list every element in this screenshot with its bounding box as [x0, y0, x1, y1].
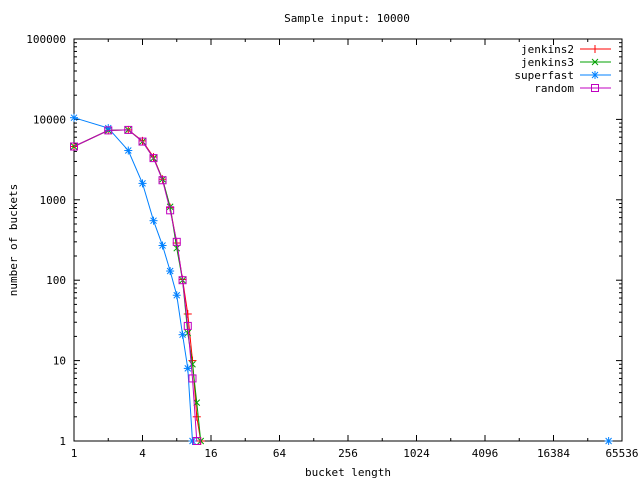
superfast-point	[188, 437, 197, 445]
random-point	[178, 276, 187, 285]
superfast-point	[149, 216, 158, 225]
series-jenkins2	[70, 125, 205, 445]
y-tick-label: 100000	[26, 33, 66, 46]
chart-title: Sample input: 10000	[284, 12, 410, 25]
x-tick-label: 65536	[605, 447, 638, 460]
random-point	[172, 237, 181, 246]
x-tick-label: 4096	[472, 447, 499, 460]
y-axis-label: number of buckets	[7, 184, 20, 297]
y-tick-label: 10	[53, 355, 66, 368]
superfast-point	[158, 241, 167, 250]
legend-label: superfast	[514, 69, 574, 82]
jenkins2-point	[183, 309, 192, 318]
random-point	[183, 321, 192, 330]
legend-marker	[591, 58, 599, 66]
y-tick-label: 100	[46, 274, 66, 287]
x-tick-label: 64	[273, 447, 287, 460]
series-superfast	[70, 113, 613, 445]
legend-marker	[591, 71, 599, 79]
random-point	[124, 125, 133, 134]
superfast-point	[166, 267, 175, 276]
jenkins3-line	[73, 129, 202, 442]
random-point	[104, 126, 113, 135]
x-tick-label: 1024	[403, 447, 430, 460]
plot-frame	[73, 38, 623, 442]
superfast-point	[138, 179, 147, 188]
random-point	[70, 142, 78, 151]
random-point	[166, 206, 175, 215]
x-tick-label: 16384	[537, 447, 570, 460]
y-axis: 1 10 100 1000 10000 100000	[26, 33, 622, 448]
random-line	[73, 129, 198, 442]
x-tick-label: 256	[338, 447, 358, 460]
y-tick-label: 1000	[40, 194, 67, 207]
superfast-point	[178, 330, 187, 339]
random-point	[138, 137, 147, 146]
legend-label: jenkins2	[521, 43, 574, 56]
series-layer	[70, 113, 613, 445]
x-tick-label: 16	[204, 447, 217, 460]
superfast-point	[70, 113, 78, 122]
legend-marker	[591, 84, 599, 92]
x-axis: 1 4 16 64 256 1024 4096 16384 65536	[71, 39, 639, 460]
random-point	[188, 374, 197, 383]
superfast-line	[73, 117, 193, 442]
superfast-point	[124, 146, 133, 155]
x-tick-label: 4	[139, 447, 146, 460]
jenkins2-point	[192, 412, 201, 421]
legend-label: jenkins3	[521, 56, 574, 69]
y-tick-label: 1	[59, 435, 66, 448]
legend-label: random	[534, 82, 574, 95]
x-tick-label: 1	[71, 447, 78, 460]
random-point	[192, 437, 201, 445]
random-point	[149, 154, 158, 163]
series-random	[70, 125, 201, 445]
superfast-point	[172, 291, 181, 300]
superfast-point	[183, 364, 192, 373]
y-tick-label: 10000	[33, 113, 66, 126]
jenkins3-point	[173, 244, 181, 252]
superfast-outlier-point	[604, 437, 613, 445]
x-axis-label: bucket length	[305, 466, 391, 479]
random-point	[158, 176, 167, 185]
jenkins2-line	[73, 129, 202, 442]
legend-marker	[591, 45, 599, 53]
